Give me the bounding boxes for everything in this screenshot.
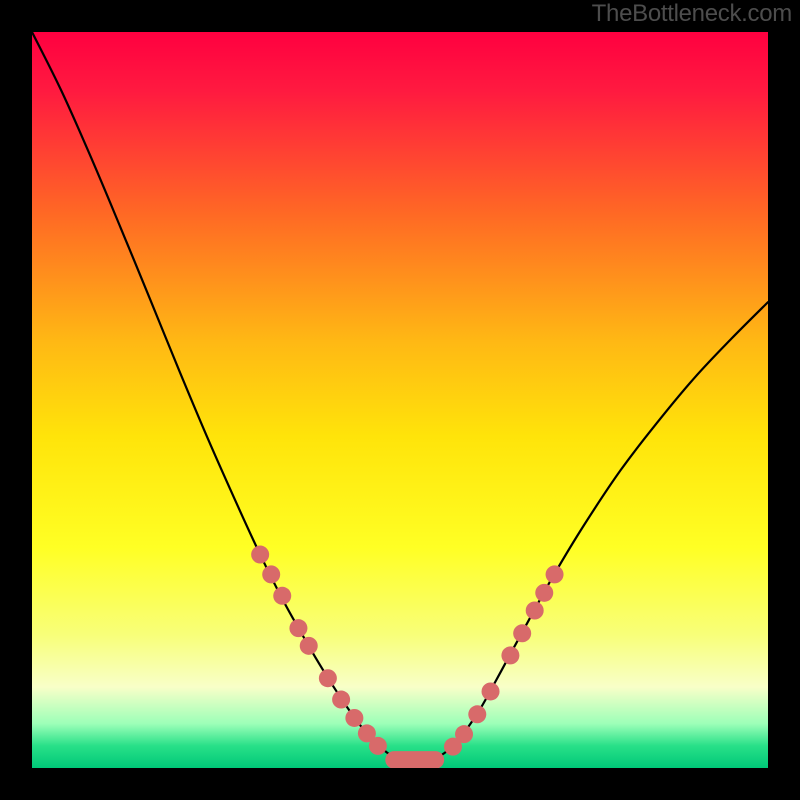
curve-marker xyxy=(546,565,564,583)
curve-marker xyxy=(345,709,363,727)
curve-marker xyxy=(535,584,553,602)
curve-marker xyxy=(455,725,473,743)
curve-marker xyxy=(526,602,544,620)
plot-area xyxy=(32,32,768,768)
curve-marker xyxy=(251,546,269,564)
curve-marker xyxy=(501,646,519,664)
curve-marker xyxy=(369,737,387,755)
curve-marker xyxy=(300,637,318,655)
curve-marker xyxy=(319,669,337,687)
bottom-dash-band xyxy=(385,751,444,768)
chart-background xyxy=(32,32,768,768)
curve-marker xyxy=(289,619,307,637)
curve-marker xyxy=(482,682,500,700)
curve-marker xyxy=(273,587,291,605)
curve-marker xyxy=(468,705,486,723)
chart-svg xyxy=(32,32,768,768)
curve-marker xyxy=(262,565,280,583)
curve-marker xyxy=(513,624,531,642)
curve-marker xyxy=(332,691,350,709)
watermark-text: TheBottleneck.com xyxy=(592,0,792,28)
outer-frame: TheBottleneck.com xyxy=(0,0,800,800)
